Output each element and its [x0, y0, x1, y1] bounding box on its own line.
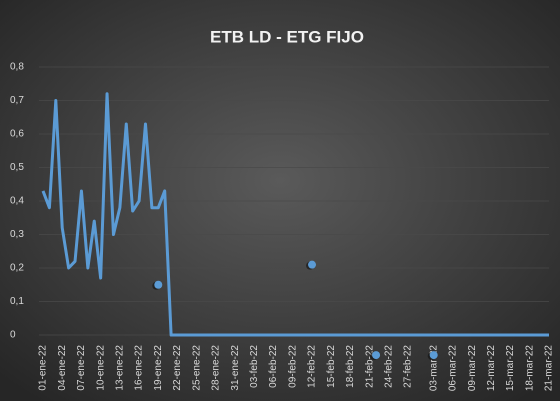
x-tick-label: 09-feb-22	[287, 345, 298, 388]
y-tick-label: 0,4	[10, 196, 24, 207]
data-marker	[308, 260, 317, 269]
x-tick-label: 12-feb-22	[307, 345, 318, 388]
x-tick-label: 28-ene-22	[211, 345, 222, 391]
x-tick-label: 13-ene-22	[115, 345, 126, 391]
x-tick-label: 01-ene-22	[38, 345, 49, 391]
y-tick-label: 0,3	[10, 229, 24, 240]
x-tick-label: 10-ene-22	[95, 345, 106, 391]
chart-title: ETB LD - ETG FIJO	[210, 27, 364, 46]
y-tick-label: 0,6	[10, 129, 24, 140]
x-tick-label: 27-feb-22	[403, 345, 414, 388]
x-tick-label: 06-feb-22	[268, 345, 279, 388]
x-tick-label: 15-feb-22	[326, 345, 337, 388]
x-tick-label: 25-ene-22	[191, 345, 202, 391]
x-tick-label: 18-mar-22	[524, 345, 535, 392]
x-tick-label: 16-ene-22	[134, 345, 145, 391]
y-tick-label: 0,2	[10, 263, 24, 274]
x-tick-label: 19-ene-22	[153, 345, 164, 391]
x-tick-label: 03-mar-22	[428, 345, 439, 392]
x-tick-label: 12-mar-22	[486, 345, 497, 392]
x-tick-label: 24-feb-22	[384, 345, 395, 388]
x-tick-label: 21-feb-22	[364, 345, 375, 388]
y-tick-label: 0,7	[10, 95, 24, 106]
x-tick-label: 03-feb-22	[249, 345, 260, 388]
y-tick-label: 0,5	[10, 162, 24, 173]
x-tick-label: 06-mar-22	[448, 345, 459, 392]
data-marker	[154, 280, 163, 289]
data-marker	[372, 351, 381, 360]
x-tick-label: 15-mar-22	[505, 345, 516, 392]
x-tick-label: 22-ene-22	[172, 345, 183, 391]
y-tick-label: 0,8	[10, 62, 24, 73]
x-tick-label: 07-ene-22	[76, 345, 87, 391]
data-line	[41, 92, 549, 337]
y-tick-label: 0,1	[10, 296, 24, 307]
y-tick-label: 0	[10, 330, 16, 341]
x-tick-label: 31-ene-22	[230, 345, 241, 391]
x-tick-label: 04-ene-22	[57, 345, 68, 391]
x-tick-label: 21-mar-22	[544, 345, 555, 392]
x-tick-label: 18-feb-22	[345, 345, 356, 388]
x-tick-label: 09-mar-22	[467, 345, 478, 392]
data-marker	[429, 351, 438, 360]
